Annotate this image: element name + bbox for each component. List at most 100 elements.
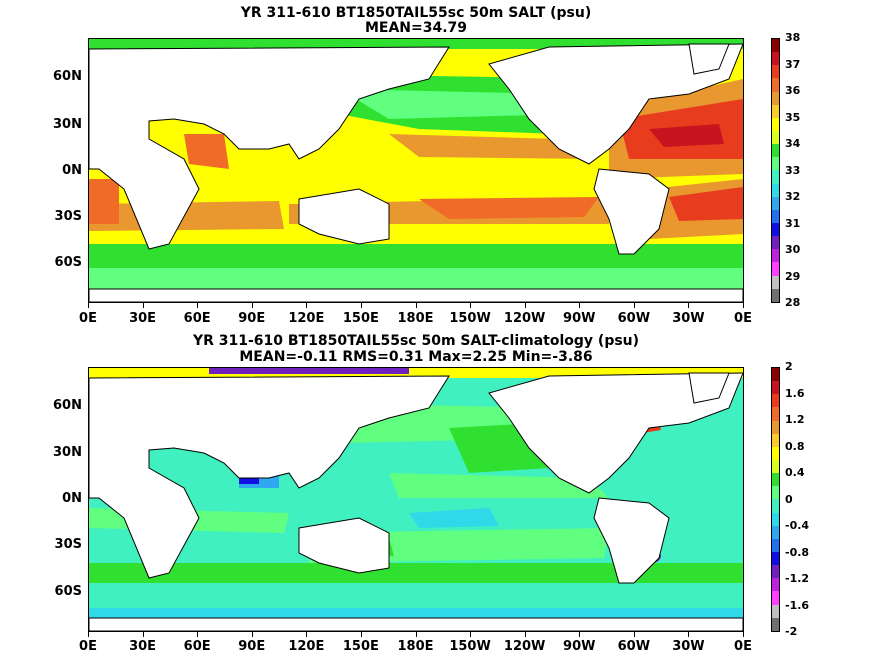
top-lon-label-6: 180E xyxy=(397,311,434,326)
bottom-lat-60n: 60N xyxy=(53,398,82,413)
top-lat-30s: 30S xyxy=(54,209,82,224)
top-colorbar xyxy=(771,38,780,303)
top-lon-tick-11 xyxy=(688,303,690,308)
top-salinity-map xyxy=(88,38,744,303)
bottom-colorbar-segment xyxy=(772,591,779,605)
top-lon-tick-2 xyxy=(197,303,199,308)
top-colorbar-tick-label: 35 xyxy=(785,110,801,124)
top-colorbar-segment xyxy=(772,130,779,145)
bottom-colorbar-segment xyxy=(772,604,779,618)
top-colorbar-segment xyxy=(772,144,779,158)
top-lon-tick-9 xyxy=(579,303,581,308)
bottom-colorbar-segment xyxy=(772,433,779,447)
bottom-lon-tick-9 xyxy=(579,632,581,637)
bottom-colorbar-segment xyxy=(772,617,779,631)
top-colorbar-segment xyxy=(772,157,779,171)
bottom-colorbar-tick-label: -2 xyxy=(785,625,798,638)
top-colorbar-segment xyxy=(772,275,779,289)
top-colorbar-segment xyxy=(772,209,779,223)
top-lat-30n: 30N xyxy=(53,117,82,132)
top-colorbar-tick-label: 31 xyxy=(785,216,801,230)
bottom-colorbar-segment xyxy=(772,512,779,526)
top-lon-label-7: 150W xyxy=(449,311,491,326)
bottom-lon-label-2: 60E xyxy=(183,639,211,654)
top-colorbar-segment xyxy=(772,39,779,53)
top-lon-label-9: 90W xyxy=(563,311,596,326)
bottom-colorbar-tick-label: -0.4 xyxy=(785,519,810,532)
top-lon-label-5: 150E xyxy=(342,311,379,326)
top-lon-tick-4 xyxy=(306,303,308,308)
top-lon-label-11: 30W xyxy=(672,311,705,326)
top-colorbar-tick-label: 38 xyxy=(785,31,801,44)
bottom-lat-60s: 60S xyxy=(54,584,82,599)
top-lat-0n: 0N xyxy=(62,163,82,178)
bottom-lon-label-11: 30W xyxy=(672,639,705,654)
bottom-colorbar-tick-label: 1.6 xyxy=(785,386,805,400)
bottom-colorbar xyxy=(771,367,780,632)
bottom-colorbar-segment xyxy=(772,381,779,395)
top-colorbar-segment xyxy=(772,91,779,105)
top-colorbar-tick-label: 34 xyxy=(785,137,801,150)
bottom-colorbar-segment xyxy=(772,499,779,513)
top-colorbar-segment xyxy=(772,196,779,210)
bottom-colorbar-segment xyxy=(772,525,779,539)
top-lon-tick-1 xyxy=(142,303,144,308)
top-colorbar-segment xyxy=(772,117,779,131)
top-colorbar-tick-label: 32 xyxy=(785,190,801,203)
bottom-lon-label-10: 60W xyxy=(617,639,651,654)
bottom-lon-label-6: 180E xyxy=(397,639,434,654)
top-lon-label-3: 90E xyxy=(238,311,266,326)
top-title-line2: MEAN=34.79 xyxy=(364,20,468,36)
top-lon-tick-10 xyxy=(633,303,635,308)
top-colorbar-segment xyxy=(772,65,779,79)
top-title-line1: YR 311-610 BT1850TAIL55sc 50m SALT (psu) xyxy=(240,5,592,21)
bottom-colorbar-segment xyxy=(772,420,779,434)
bottom-colorbar-tick-label: -1.2 xyxy=(785,572,810,585)
top-lon-tick-12 xyxy=(743,303,744,308)
bottom-colorbar-tick-label: -1.6 xyxy=(785,598,810,612)
bottom-lon-label-5: 150E xyxy=(342,639,379,654)
top-colorbar-segment xyxy=(772,288,779,302)
bottom-lon-tick-12 xyxy=(743,632,744,637)
top-colorbar-tick-label: 29 xyxy=(785,269,801,283)
top-colorbar-tick-label: 37 xyxy=(785,57,801,71)
bottom-lon-tick-4 xyxy=(306,632,308,637)
bottom-lat-30s: 30S xyxy=(54,537,82,552)
top-lon-label-2: 60E xyxy=(183,311,211,326)
top-lat-60s: 60S xyxy=(54,255,82,270)
bottom-colorbar-segment xyxy=(772,446,779,460)
top-colorbar-segment xyxy=(772,249,779,263)
bottom-title-line2: MEAN=-0.11 RMS=0.31 Max=2.25 Min=-3.86 xyxy=(239,349,593,365)
top-colorbar-segment xyxy=(772,222,779,237)
bottom-colorbar-segment xyxy=(772,578,779,592)
bottom-colorbar-tick-label: -0.8 xyxy=(785,545,810,559)
bottom-lon-tick-8 xyxy=(524,632,526,637)
bottom-colorbar-tick-label: 1.2 xyxy=(785,413,805,426)
top-colorbar-segment xyxy=(772,262,779,276)
bottom-title-line1: YR 311-610 BT1850TAIL55sc 50m SALT-clima… xyxy=(192,333,640,349)
bottom-lon-tick-6 xyxy=(415,632,417,637)
bottom-colorbar-tick-label: 2 xyxy=(785,360,793,373)
bottom-lon-label-1: 30E xyxy=(129,639,157,654)
bottom-colorbar-segment xyxy=(772,368,779,382)
bottom-colorbar-segment xyxy=(772,538,779,552)
top-colorbar-tick-label: 28 xyxy=(785,296,801,309)
bottom-lat-30n: 30N xyxy=(53,445,82,460)
bottom-lon-label-0: 0E xyxy=(79,639,97,654)
bottom-lon-label-8: 120W xyxy=(503,639,546,654)
top-lon-tick-7 xyxy=(470,303,472,308)
bottom-lon-tick-3 xyxy=(251,632,253,637)
bottom-anomaly-map xyxy=(88,367,744,632)
bottom-lon-label-9: 90W xyxy=(563,639,596,654)
top-lon-tick-0 xyxy=(88,303,89,308)
bottom-lat-0n: 0N xyxy=(62,491,82,506)
top-lon-tick-5 xyxy=(360,303,362,308)
top-colorbar-tick-label: 36 xyxy=(785,84,801,97)
bottom-colorbar-segment xyxy=(772,394,779,408)
bottom-colorbar-tick-label: 0.8 xyxy=(785,439,805,453)
bottom-colorbar-segment xyxy=(772,565,779,579)
bottom-lon-tick-1 xyxy=(142,632,144,637)
bottom-lon-tick-11 xyxy=(688,632,690,637)
bottom-colorbar-segment xyxy=(772,551,779,566)
bottom-colorbar-segment xyxy=(772,407,779,421)
